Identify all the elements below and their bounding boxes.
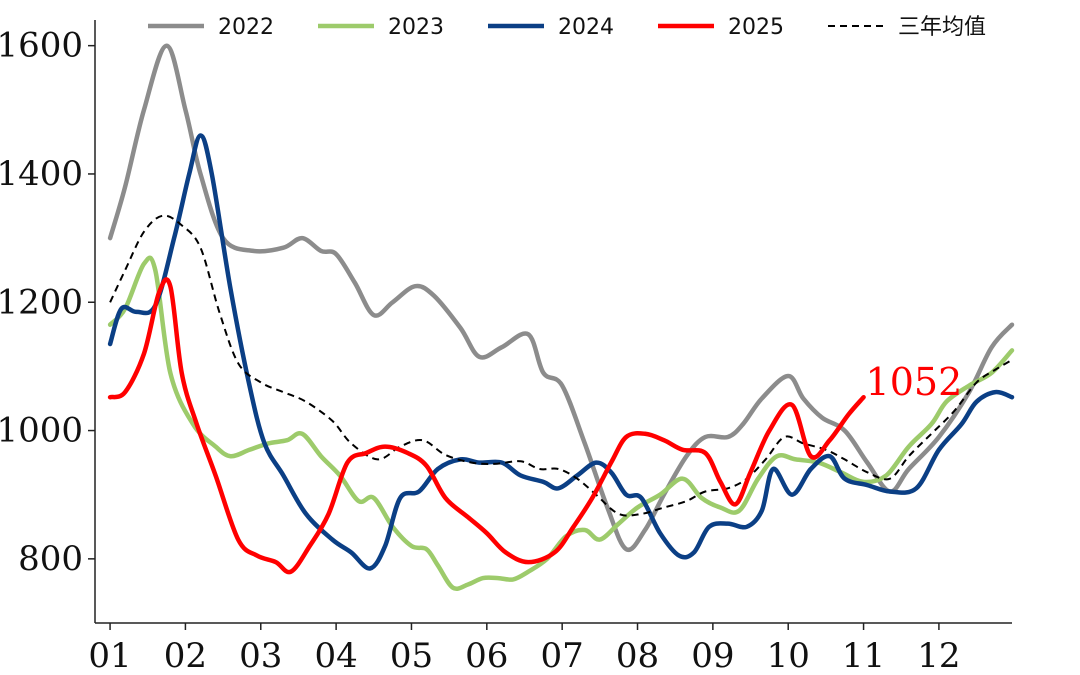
- series-line-2024: [107, 133, 1015, 571]
- legend-label: 2025: [728, 15, 784, 40]
- legend-label: 2023: [388, 15, 444, 40]
- x-tick-label: 02: [164, 636, 207, 675]
- series-line-average: [109, 214, 1013, 517]
- y-tick-label: 1600: [0, 26, 83, 66]
- x-tick-label: 01: [88, 636, 131, 675]
- legend-label: 2024: [558, 15, 614, 40]
- y-tick-label: 1400: [0, 154, 83, 194]
- x-tick-label: 10: [767, 636, 810, 675]
- series-line-2025: [107, 277, 866, 575]
- legend-label: 2022: [218, 15, 274, 40]
- x-tick-label: 03: [239, 636, 282, 675]
- x-tick-label: 07: [541, 636, 584, 675]
- x-tick-label: 08: [616, 636, 659, 675]
- x-tick-label: 12: [917, 636, 960, 675]
- series-line-2022: [107, 43, 1015, 553]
- series-line-2023: [107, 255, 1015, 592]
- y-tick-label: 1200: [0, 282, 83, 322]
- y-tick-label: 800: [18, 539, 83, 579]
- x-tick-label: 11: [842, 636, 885, 675]
- x-tick-label: 06: [465, 636, 508, 675]
- x-tick-label: 09: [691, 636, 734, 675]
- x-tick-label: 04: [314, 636, 357, 675]
- legend-label: 三年均值: [898, 15, 986, 40]
- x-tick-label: 05: [390, 636, 433, 675]
- y-tick-label: 1000: [0, 411, 83, 451]
- end-value-label: 1052: [866, 360, 963, 404]
